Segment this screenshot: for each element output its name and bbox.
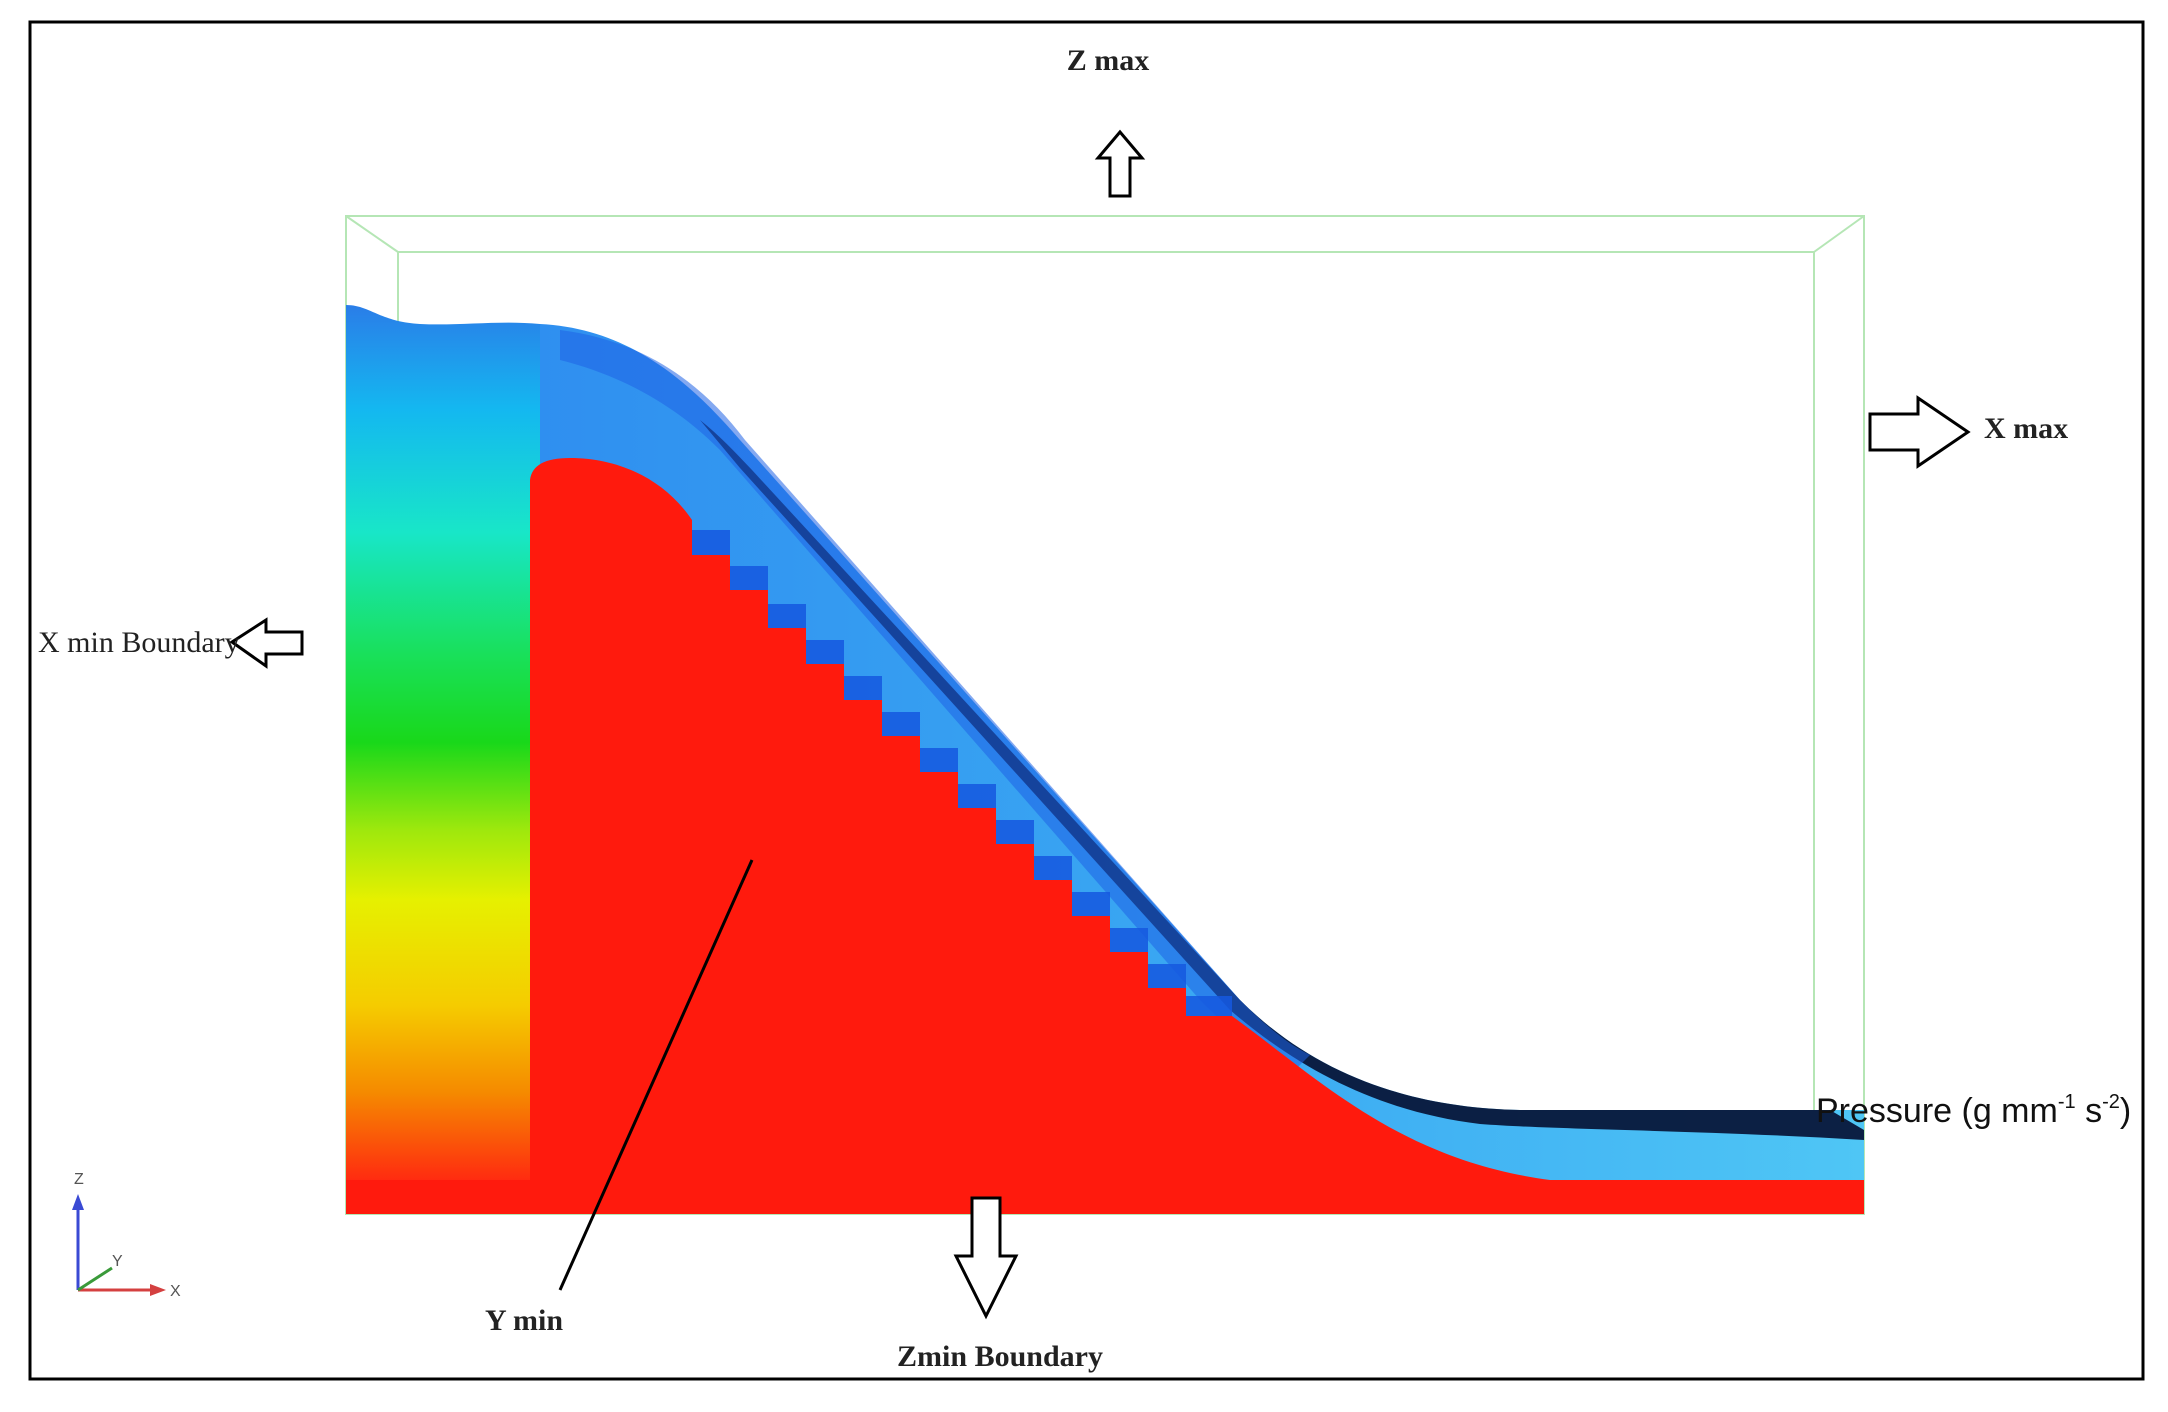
triad-y-label: Y <box>112 1253 123 1270</box>
axis-triad: Z Y X <box>72 1171 181 1300</box>
z-max-arrow <box>1094 129 1146 198</box>
x-max-arrow <box>1868 395 1971 469</box>
terrain-body <box>346 458 1864 1214</box>
triad-x-label: X <box>170 1283 181 1300</box>
y-min-pointer <box>558 859 754 1291</box>
z-min-arrow <box>953 1196 1019 1320</box>
y-min-label: Y min <box>485 1304 563 1337</box>
legend-exp-1: -1 <box>2058 1091 2076 1113</box>
x-max-label: X max <box>1984 412 2068 445</box>
legend-title: Pressure (g mm-1 s-2) <box>1816 1091 2131 1130</box>
water-mid-band <box>560 330 1310 1075</box>
legend-mid: s <box>2076 1092 2102 1130</box>
x-min-arrow <box>229 617 304 669</box>
legend-prefix: Pressure (g mm <box>1816 1092 2058 1130</box>
legend-suffix: ) <box>2120 1092 2131 1130</box>
z-max-label: Z max <box>1067 44 1150 77</box>
x-min-label: X min Boundary <box>38 626 240 659</box>
legend-exp-2: -2 <box>2102 1091 2120 1113</box>
inlet-water-column <box>346 305 540 1180</box>
z-min-label: Zmin Boundary <box>897 1340 1103 1373</box>
step-shading <box>692 530 1232 1016</box>
triad-z-label: Z <box>74 1171 84 1188</box>
terrain-base <box>346 1180 1864 1214</box>
